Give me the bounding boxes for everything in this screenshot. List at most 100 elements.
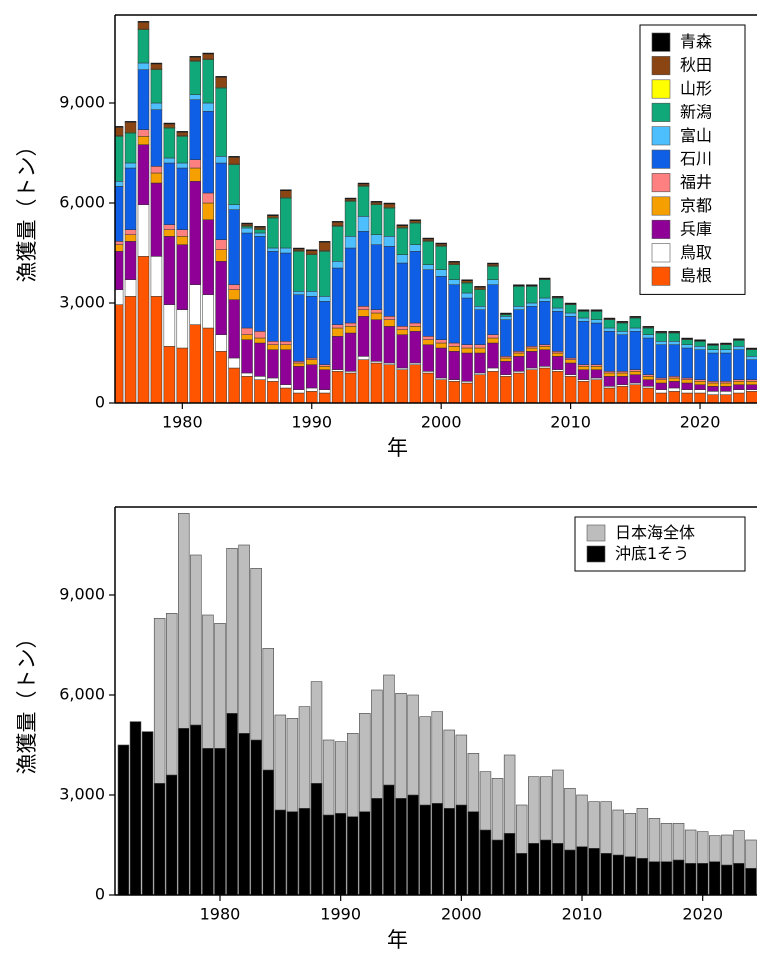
bar-segment	[655, 389, 667, 394]
bar-segment	[616, 322, 629, 332]
bar-segment	[668, 391, 680, 403]
bar-segment	[590, 319, 603, 324]
bar-segment	[500, 357, 512, 362]
bar-segment	[189, 324, 202, 403]
bar-segment	[526, 302, 538, 307]
x-tick-label: 1980	[200, 905, 241, 924]
bar-segment	[668, 376, 680, 379]
bar-segment	[228, 284, 240, 290]
bar-segment	[383, 319, 396, 327]
bar-segment	[293, 362, 305, 367]
bar	[165, 774, 178, 895]
bar-segment	[526, 306, 538, 347]
bar-segment	[370, 361, 383, 364]
bar-segment	[280, 349, 292, 385]
bar-segment	[124, 122, 137, 133]
bar-segment	[487, 262, 499, 265]
bar	[612, 809, 624, 895]
bar-segment	[577, 381, 590, 403]
bar-segment	[176, 347, 189, 403]
bar-segment	[616, 334, 629, 372]
bar-segment	[383, 316, 396, 320]
bar-segment	[422, 237, 434, 240]
bar-segment	[526, 286, 538, 304]
bar-segment	[176, 132, 189, 136]
bar-segment	[115, 127, 124, 136]
bar	[564, 849, 576, 895]
y-tick-label: 9,000	[59, 93, 105, 112]
bar-segment	[189, 56, 202, 58]
bar-segment	[254, 236, 266, 332]
bar-segment	[318, 296, 331, 302]
bar-segment	[564, 376, 577, 403]
bar-segment	[655, 379, 667, 384]
bar-segment	[254, 337, 266, 344]
bar	[515, 804, 528, 895]
bar-segment	[150, 166, 163, 174]
y-tick-label: 6,000	[59, 193, 105, 212]
bar-segment	[538, 366, 551, 369]
bar-segment	[551, 311, 564, 352]
bar-segment	[189, 159, 202, 169]
bar	[648, 861, 661, 895]
bar-segment	[629, 331, 642, 370]
bar	[141, 731, 154, 895]
bar-segment	[115, 251, 124, 290]
legend-label: 青森	[680, 32, 712, 51]
bar-segment	[681, 379, 693, 384]
bar-segment	[396, 262, 409, 327]
bar-segment	[474, 344, 486, 349]
bar-segment	[241, 232, 253, 329]
bar-segment	[538, 277, 551, 280]
bar-segment	[461, 282, 473, 294]
legend-label: 福井	[680, 173, 712, 192]
bar-segment	[267, 377, 279, 382]
x-tick-label: 1980	[162, 413, 203, 432]
bar-segment	[513, 286, 525, 307]
bar-segment	[448, 284, 460, 344]
bar-segment	[448, 342, 460, 347]
bar-segment	[564, 302, 577, 305]
bar-segment	[500, 376, 512, 403]
bar-segment	[163, 127, 176, 159]
bar-segment	[344, 326, 357, 334]
plot-area	[117, 513, 757, 895]
bar-segment	[655, 331, 667, 333]
bar-segment	[629, 371, 642, 375]
bar-segment	[707, 345, 719, 350]
bar-segment	[551, 352, 564, 357]
bar-segment	[163, 224, 176, 230]
bar-segment	[681, 389, 693, 394]
bar	[274, 809, 287, 895]
bar-segment	[513, 351, 525, 354]
bar-segment	[318, 242, 331, 251]
bar-segment	[305, 249, 318, 251]
bar-segment	[590, 377, 603, 380]
bar-segment	[422, 264, 434, 270]
bar-segment	[202, 192, 214, 204]
bar	[153, 783, 166, 895]
bar-segment	[137, 144, 150, 205]
bar-segment	[461, 382, 473, 403]
bar-segment	[293, 251, 305, 292]
bar-segment	[228, 156, 240, 158]
bar-segment	[280, 247, 292, 254]
legend-label: 鳥取	[680, 243, 712, 262]
bar-segment	[344, 322, 357, 327]
bar	[455, 804, 468, 895]
bar-segment	[163, 236, 176, 305]
bar-segment	[474, 287, 486, 290]
bar-segment	[720, 342, 732, 345]
bar-segment	[318, 369, 331, 390]
bar	[190, 724, 202, 895]
bar-segment	[202, 202, 214, 220]
bar-segment	[577, 317, 590, 322]
bar-segment	[551, 371, 564, 403]
bar	[491, 839, 504, 895]
bar-segment	[137, 29, 150, 64]
bar-segment	[733, 381, 745, 385]
x-tick-label: 2020	[680, 413, 721, 432]
y-tick-label: 3,000	[59, 785, 105, 804]
bar-segment	[137, 62, 150, 70]
bar-segment	[409, 331, 422, 364]
